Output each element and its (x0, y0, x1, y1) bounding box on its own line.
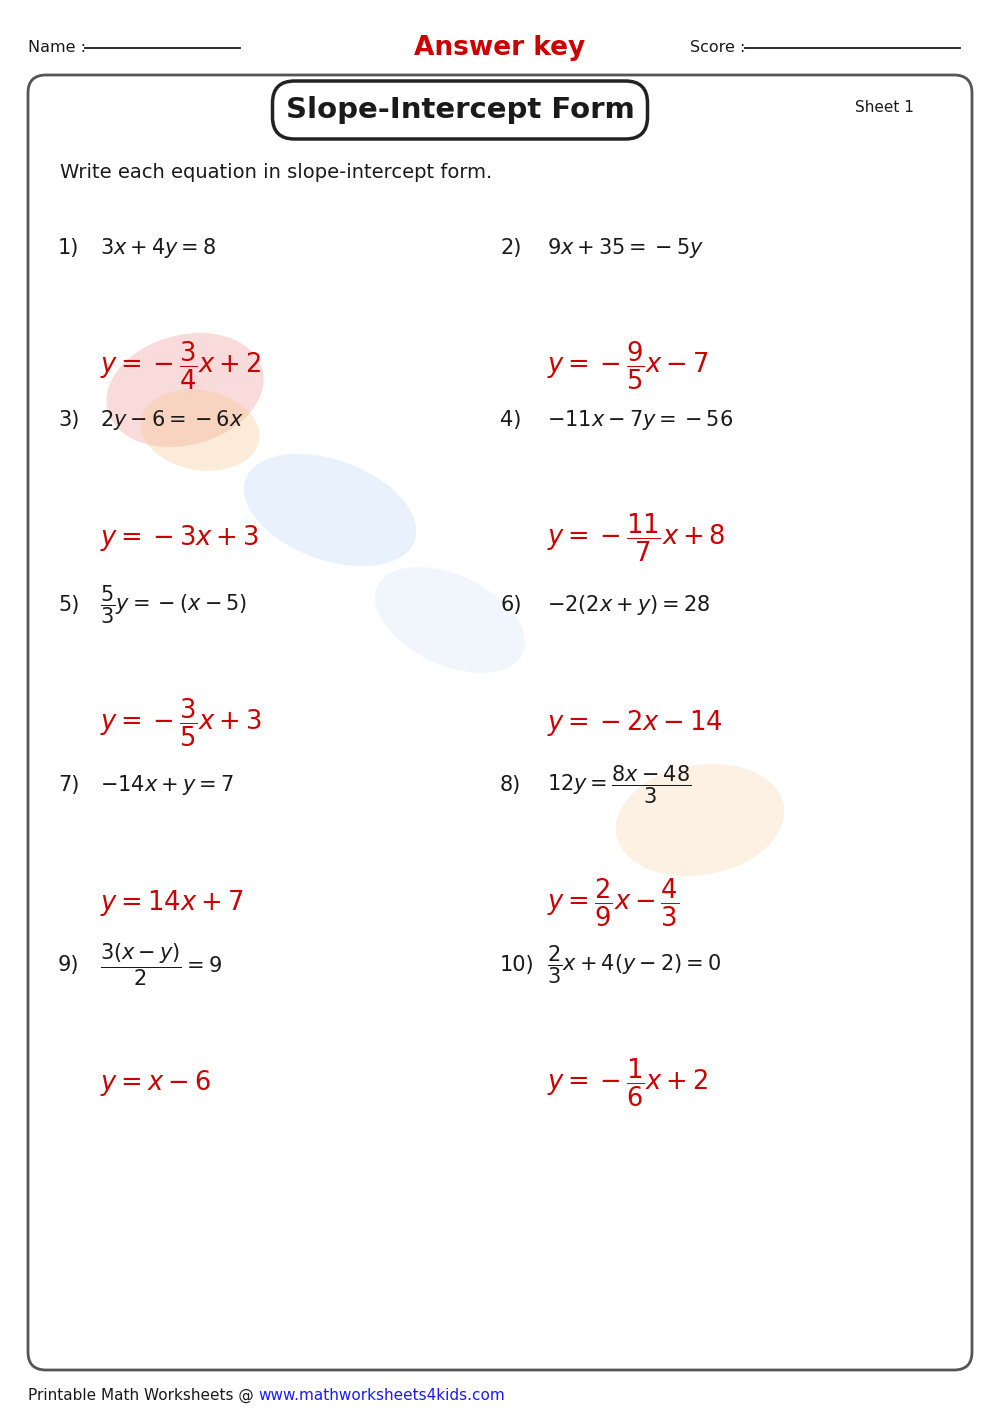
Ellipse shape (141, 389, 259, 471)
Text: $y = -\dfrac{3}{5}x + 3$: $y = -\dfrac{3}{5}x + 3$ (100, 698, 262, 749)
Text: 7): 7) (58, 775, 79, 795)
Text: 6): 6) (500, 594, 522, 616)
Text: 8): 8) (500, 775, 521, 795)
Text: 1): 1) (58, 238, 79, 258)
Text: $\dfrac{2}{3}x + 4(y - 2) = 0$: $\dfrac{2}{3}x + 4(y - 2) = 0$ (547, 944, 721, 986)
Text: $9x + 35 = -5y$: $9x + 35 = -5y$ (547, 236, 704, 260)
Text: Sheet 1: Sheet 1 (855, 100, 914, 116)
Text: $y = -\dfrac{11}{7}x + 8$: $y = -\dfrac{11}{7}x + 8$ (547, 512, 726, 565)
FancyBboxPatch shape (272, 81, 648, 139)
Text: $y = -\dfrac{9}{5}x - 7$: $y = -\dfrac{9}{5}x - 7$ (547, 340, 709, 392)
Text: $y = -3x + 3$: $y = -3x + 3$ (100, 524, 259, 553)
Text: $\dfrac{3(x - y)}{2} = 9$: $\dfrac{3(x - y)}{2} = 9$ (100, 942, 222, 988)
Ellipse shape (106, 333, 264, 447)
Text: 5): 5) (58, 594, 79, 616)
Text: 10): 10) (500, 955, 535, 975)
Text: $\dfrac{5}{3}y = -(x - 5)$: $\dfrac{5}{3}y = -(x - 5)$ (100, 584, 247, 627)
Text: Answer key: Answer key (414, 35, 586, 61)
Text: 9): 9) (58, 955, 80, 975)
Text: 4): 4) (500, 410, 521, 430)
Text: $-11x - 7y = -56$: $-11x - 7y = -56$ (547, 408, 733, 432)
Text: www.mathworksheets4kids.com: www.mathworksheets4kids.com (258, 1388, 505, 1402)
Text: $-14x + y = 7$: $-14x + y = 7$ (100, 773, 234, 797)
Ellipse shape (616, 764, 784, 876)
Text: 3): 3) (58, 410, 79, 430)
Text: $y = x - 6$: $y = x - 6$ (100, 1068, 211, 1098)
Text: $y = \dfrac{2}{9}x - \dfrac{4}{3}$: $y = \dfrac{2}{9}x - \dfrac{4}{3}$ (547, 877, 679, 930)
Text: $y = -2x - 14$: $y = -2x - 14$ (547, 708, 723, 739)
Ellipse shape (375, 567, 525, 674)
Text: 2): 2) (500, 238, 521, 258)
Text: Name :: Name : (28, 41, 91, 55)
Text: $y = 14x + 7$: $y = 14x + 7$ (100, 889, 243, 918)
Text: $y = -\dfrac{3}{4}x + 2$: $y = -\dfrac{3}{4}x + 2$ (100, 340, 261, 392)
Ellipse shape (244, 454, 416, 566)
Text: Score :: Score : (690, 41, 750, 55)
Text: $3x + 4y = 8$: $3x + 4y = 8$ (100, 236, 216, 260)
Text: $y = -\dfrac{1}{6}x + 2$: $y = -\dfrac{1}{6}x + 2$ (547, 1057, 708, 1109)
Text: $12y = \dfrac{8x - 48}{3}$: $12y = \dfrac{8x - 48}{3}$ (547, 764, 691, 807)
Text: Slope-Intercept Form: Slope-Intercept Form (286, 96, 634, 125)
Text: Write each equation in slope-intercept form.: Write each equation in slope-intercept f… (60, 163, 492, 181)
Text: $2y - 6 = -6x$: $2y - 6 = -6x$ (100, 408, 244, 432)
Text: $-2(2x + y) = 28$: $-2(2x + y) = 28$ (547, 593, 710, 617)
FancyBboxPatch shape (28, 75, 972, 1370)
Text: Printable Math Worksheets @: Printable Math Worksheets @ (28, 1387, 259, 1402)
